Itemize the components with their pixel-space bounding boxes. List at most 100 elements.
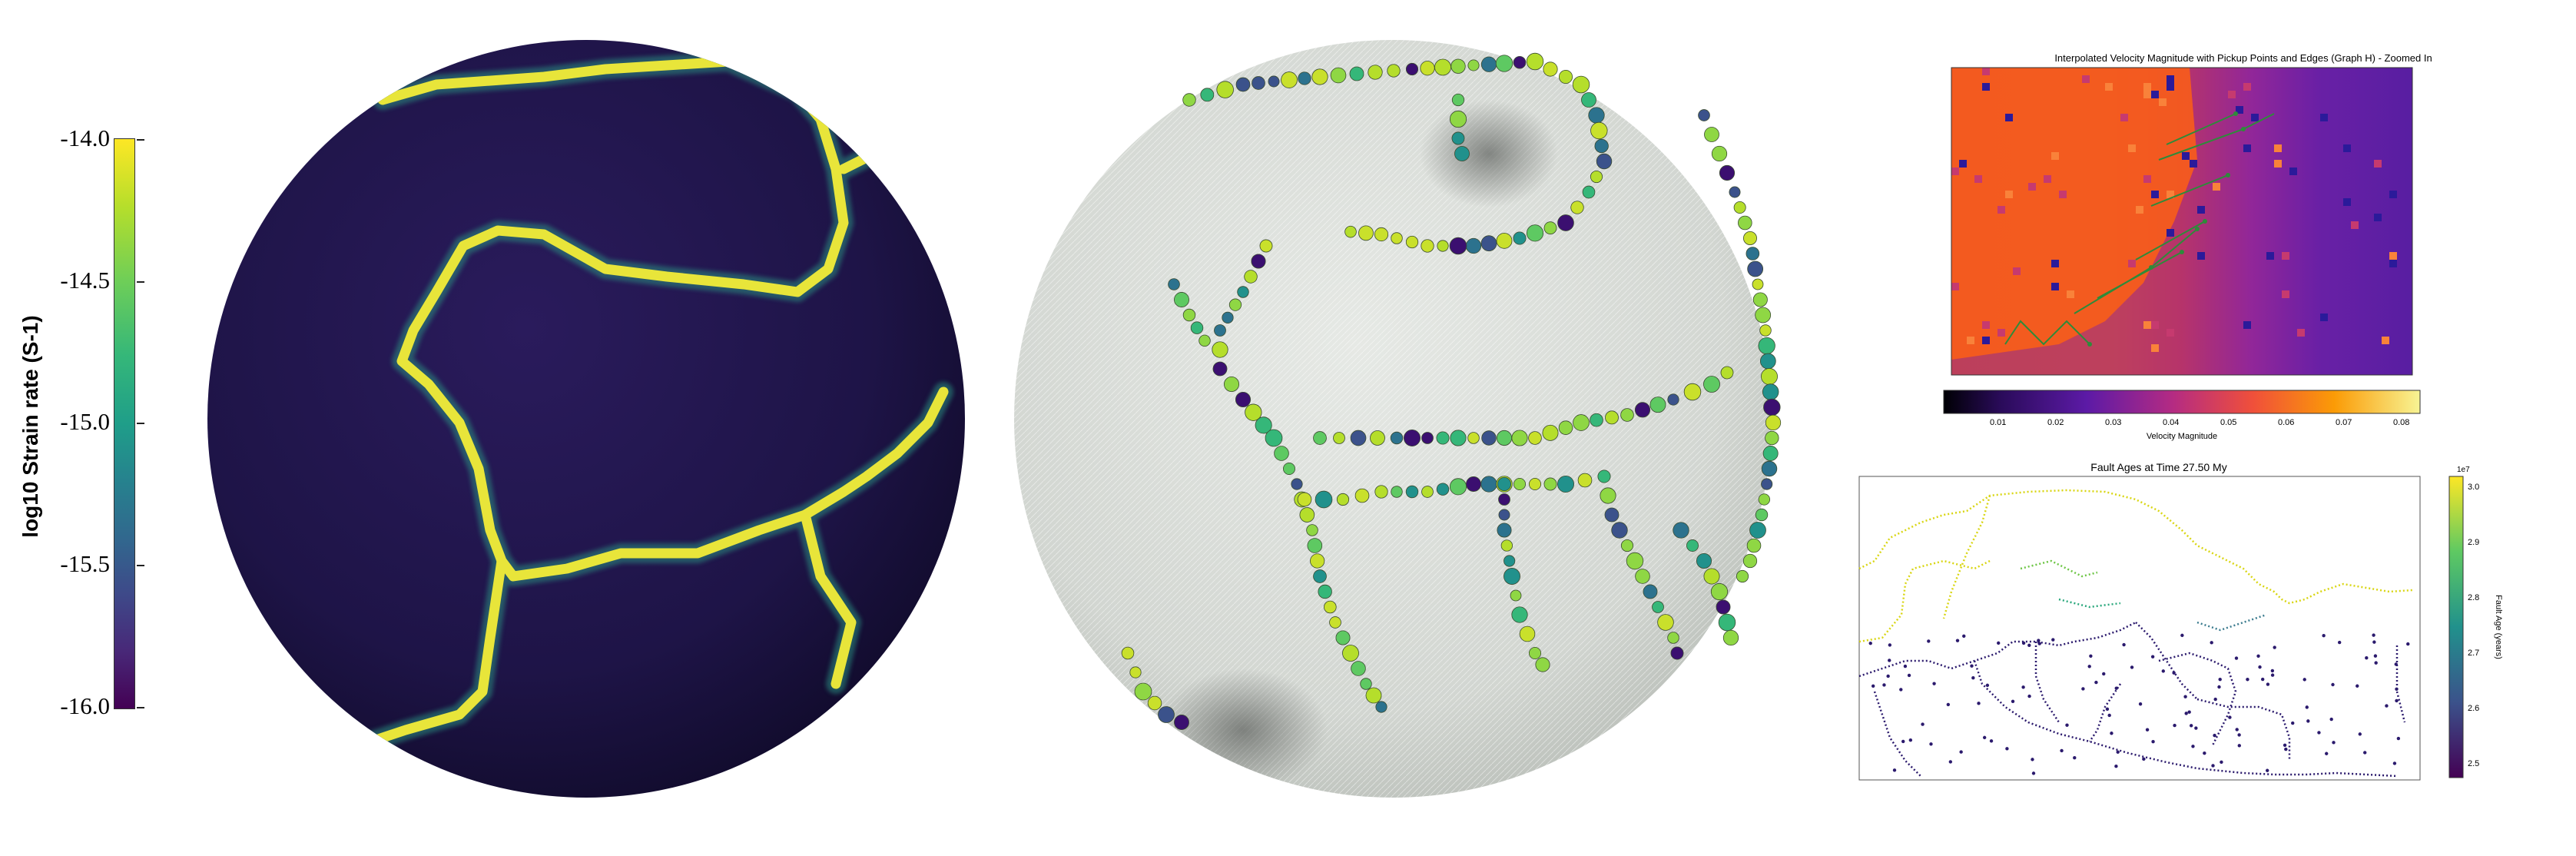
velocity-cell xyxy=(2143,175,2151,183)
mesh-globe xyxy=(1014,40,1782,798)
velocity-cell xyxy=(2051,283,2059,290)
pickup-point xyxy=(1437,240,1449,252)
pickup-point xyxy=(1200,88,1215,102)
velocity-cell xyxy=(2167,229,2174,237)
pickup-point xyxy=(1558,420,1573,435)
fault-point xyxy=(1997,641,2001,645)
velocity-cell xyxy=(2143,83,2151,91)
pickup-point xyxy=(1577,473,1593,488)
velocity-cell xyxy=(1951,168,1959,175)
pickup-point xyxy=(1667,393,1679,406)
pickup-point xyxy=(1758,493,1771,506)
pickup-point xyxy=(1572,75,1590,94)
velocity-cell xyxy=(2005,191,2013,198)
fault-point xyxy=(2027,643,2031,647)
pickup-point xyxy=(1268,75,1280,88)
velocity-cell xyxy=(2282,252,2289,260)
velocity-cell xyxy=(2151,191,2159,198)
colorbar-tick-label: -14.0 xyxy=(60,124,110,151)
velocity-cell xyxy=(2167,83,2174,91)
pickup-point xyxy=(1620,539,1634,552)
pickup-point xyxy=(1245,403,1262,421)
fault-point xyxy=(2037,642,2041,645)
fault-point xyxy=(2211,764,2215,768)
pickup-point xyxy=(1330,67,1347,84)
pickup-point xyxy=(1765,430,1779,446)
pickup-point xyxy=(1686,539,1699,552)
pickup-point xyxy=(1324,600,1337,614)
pickup-point xyxy=(1311,68,1328,85)
fault-point xyxy=(2210,641,2213,645)
pickup-point xyxy=(1158,706,1175,723)
pickup-point xyxy=(1620,408,1634,422)
fault-point xyxy=(2235,728,2239,732)
velocity-cell xyxy=(2013,267,2021,275)
pickup-point xyxy=(1212,341,1228,358)
pickup-point xyxy=(1335,630,1351,645)
fault-point xyxy=(2373,654,2378,658)
pickup-point xyxy=(1255,416,1272,434)
pickup-point xyxy=(1350,430,1367,446)
pickup-point xyxy=(1405,62,1419,76)
pickup-point xyxy=(1222,311,1234,323)
pickup-point xyxy=(1511,606,1528,623)
pickup-point xyxy=(1449,237,1467,255)
velocity-cell xyxy=(2143,91,2151,98)
fault-point xyxy=(1871,684,1875,688)
colorbar-tick-label: -16.0 xyxy=(60,692,110,719)
pickup-point xyxy=(1611,522,1628,539)
pickup-point xyxy=(1235,391,1252,408)
velocity-cell xyxy=(2228,91,2236,98)
pickup-point xyxy=(1370,430,1385,446)
fault-colorbar-exponent: 1e7 xyxy=(2457,466,2470,474)
pickup-point xyxy=(1182,93,1196,107)
velocity-cell xyxy=(2251,114,2259,121)
pickup-point xyxy=(1351,661,1366,676)
fault-point xyxy=(2302,678,2306,682)
fault-point xyxy=(2356,684,2359,688)
pickup-point xyxy=(1368,65,1383,80)
pickup-point xyxy=(1391,232,1403,244)
pickup-point xyxy=(1344,225,1357,238)
fault-point xyxy=(2027,694,2031,698)
pickup-point xyxy=(1673,522,1689,539)
fault-point xyxy=(2246,678,2249,682)
fault-point xyxy=(2189,724,2193,728)
fault-point xyxy=(2110,732,2114,735)
velocity-cell xyxy=(2059,191,2067,198)
fault-point xyxy=(1970,664,1974,668)
fault-point xyxy=(2237,733,2241,737)
velocity-cell xyxy=(1982,337,1990,344)
pickup-point xyxy=(1467,432,1480,444)
pickup-point xyxy=(1762,446,1779,461)
pickup-point xyxy=(1497,523,1512,538)
fault-point xyxy=(2365,655,2369,660)
fault-point xyxy=(2273,645,2276,649)
velocity-cell xyxy=(2159,98,2167,106)
pickup-point xyxy=(1503,555,1516,567)
strain-rate-globe xyxy=(207,40,965,798)
fault-point xyxy=(1971,676,1975,680)
pickup-point xyxy=(1746,538,1762,553)
fault-point xyxy=(2237,744,2241,748)
colorbar-title: log10 Strain rate (S-1) xyxy=(18,315,42,538)
fault-point xyxy=(2396,736,2401,741)
pickup-point xyxy=(1480,476,1497,493)
pickup-point xyxy=(1306,524,1318,536)
pickup-point xyxy=(1174,715,1189,730)
fault-point xyxy=(2184,712,2188,715)
velocity-colorbar-label: Velocity Magnitude xyxy=(2146,432,2218,441)
pickup-point xyxy=(1543,477,1557,491)
fault-point xyxy=(2331,682,2335,687)
fault-point xyxy=(2374,661,2378,665)
fault-point xyxy=(1985,683,1990,688)
fault-point xyxy=(1888,659,1891,662)
pickup-point xyxy=(1634,402,1651,418)
velocity-cell xyxy=(2044,175,2051,183)
fault-point xyxy=(2394,662,2398,666)
velocity-cell xyxy=(2167,75,2174,83)
fault-point xyxy=(1929,742,1933,746)
pickup-point xyxy=(1588,107,1605,124)
pickup-point xyxy=(1223,376,1240,393)
fault-point xyxy=(2142,757,2146,761)
